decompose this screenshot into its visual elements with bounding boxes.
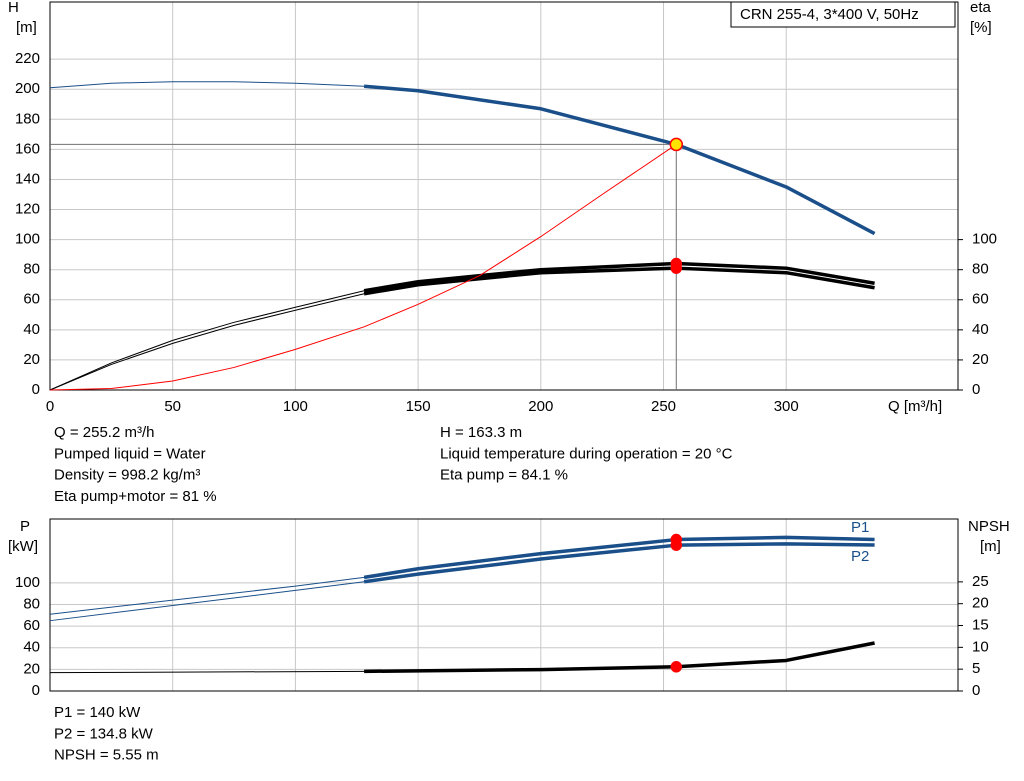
legend-text: CRN 255-4, 3*400 V, 50Hz — [740, 6, 919, 23]
y2-axis-label: NPSH — [968, 518, 1010, 535]
info-text: Liquid temperature during operation = 20… — [440, 445, 733, 462]
curve-thin — [49, 267, 875, 391]
curve-thin — [49, 144, 677, 391]
curve-thick — [363, 535, 875, 580]
y2-tick-label: 15 — [972, 616, 989, 633]
info-text: P2 = 134.8 kW — [54, 725, 154, 742]
y-axis-unit: [kW] — [8, 538, 38, 555]
legend-box — [730, 1, 956, 28]
x-tick-label: 200 — [528, 398, 553, 415]
x-tick-label: 150 — [406, 398, 431, 415]
curve-thick — [363, 84, 876, 236]
x-tick-label: 0 — [46, 398, 54, 415]
curve-thin — [49, 263, 875, 391]
curve-label: P1 — [851, 519, 869, 536]
y-tick-label: 20 — [23, 660, 40, 677]
y-tick-label: 160 — [15, 140, 40, 157]
y-tick-label: 220 — [15, 50, 40, 67]
y2-axis-unit: [m] — [980, 538, 1001, 555]
y2-axis-unit: [%] — [970, 19, 992, 36]
info-text: NPSH = 5.55 m — [54, 747, 159, 764]
y-tick-label: 0 — [32, 381, 40, 398]
duty-marker — [670, 661, 683, 673]
duty-marker — [670, 539, 683, 551]
info-text: H = 163.3 m — [440, 424, 522, 441]
duty-marker — [669, 137, 684, 152]
y-tick-label: 60 — [23, 617, 40, 634]
curve-thin — [49, 81, 875, 235]
plot-frame — [49, 1, 959, 391]
y-tick-label: 20 — [23, 351, 40, 368]
x-axis-label: Q [m³/h] — [888, 398, 942, 415]
y-tick-label: 40 — [23, 639, 40, 656]
info-text: Eta pump = 84.1 % — [440, 467, 568, 484]
curve-thick — [363, 542, 875, 584]
curve-thick — [363, 266, 875, 296]
y2-tick-label: 0 — [972, 682, 980, 699]
curve-thick — [363, 261, 875, 293]
curve-thin — [49, 536, 875, 615]
y-tick-label: 0 — [32, 682, 40, 699]
y2-tick-label: 60 — [972, 291, 989, 308]
curve-thin — [49, 543, 875, 622]
y-tick-label: 200 — [15, 80, 40, 97]
y-tick-label: 40 — [23, 321, 40, 338]
y2-tick-label: 80 — [972, 261, 989, 278]
y2-tick-label: 5 — [972, 660, 980, 677]
y-tick-label: 60 — [23, 291, 40, 308]
y2-tick-label: 40 — [972, 321, 989, 338]
y2-tick-label: 20 — [972, 595, 989, 612]
x-tick-label: 50 — [164, 398, 181, 415]
y2-tick-label: 100 — [972, 231, 997, 248]
y-axis-label: H — [8, 0, 19, 16]
y2-tick-label: 25 — [972, 573, 989, 590]
y-tick-label: 120 — [15, 201, 40, 218]
curve-label: P2 — [851, 548, 869, 565]
y-axis-unit: [m] — [16, 19, 37, 36]
info-text: Q = 255.2 m³/h — [54, 424, 154, 441]
plot-frame — [49, 518, 959, 692]
y-tick-label: 100 — [15, 574, 40, 591]
info-text: Eta pump+motor = 81 % — [54, 488, 217, 505]
y2-tick-label: 0 — [972, 381, 980, 398]
info-text: Density = 998.2 kg/m³ — [54, 467, 200, 484]
duty-marker — [670, 262, 683, 274]
y2-axis-label: eta — [970, 0, 992, 16]
y2-tick-label: 20 — [972, 351, 989, 368]
y-tick-label: 80 — [23, 595, 40, 612]
x-tick-label: 300 — [774, 398, 799, 415]
y-tick-label: 180 — [15, 110, 40, 127]
info-text: Pumped liquid = Water — [54, 445, 206, 462]
y-axis-label: P — [20, 518, 30, 535]
x-tick-label: 250 — [651, 398, 676, 415]
y2-tick-label: 10 — [972, 638, 989, 655]
info-text: P1 = 140 kW — [54, 704, 141, 721]
x-tick-label: 100 — [283, 398, 308, 415]
y-tick-label: 140 — [15, 170, 40, 187]
y-tick-label: 100 — [15, 231, 40, 248]
y-tick-label: 80 — [23, 261, 40, 278]
